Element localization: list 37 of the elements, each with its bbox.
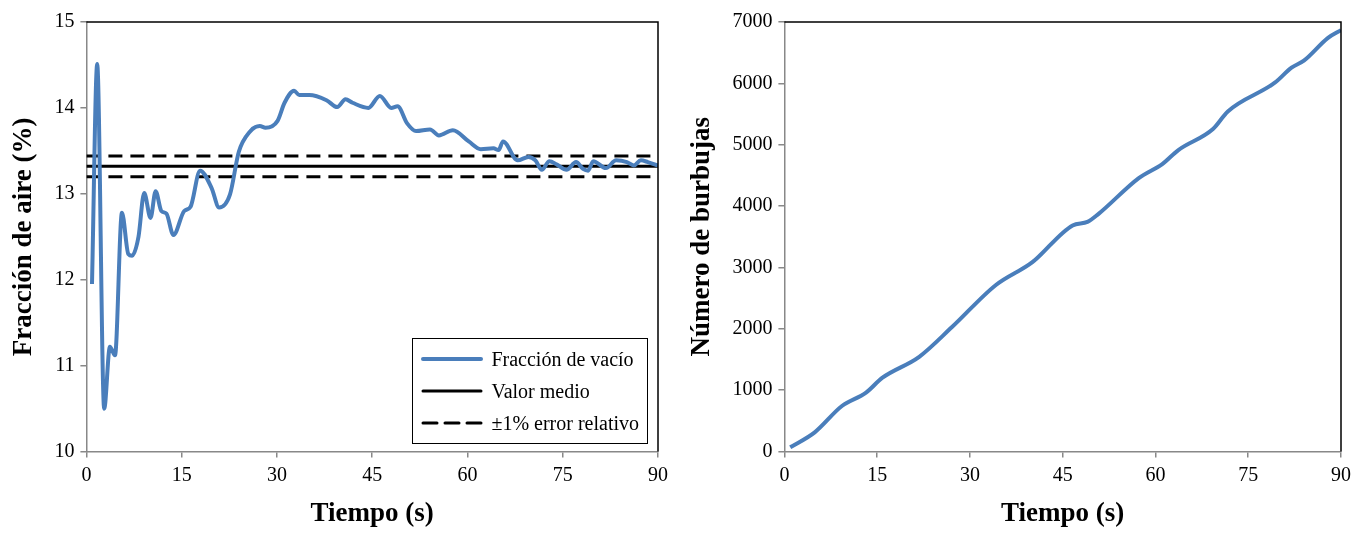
legend-label: ±1% error relativo [491,411,639,435]
y-tick-label: 10 [54,438,75,461]
x-tick-label: 45 [362,462,383,485]
y-tick-label: 2000 [732,316,773,339]
y-tick-label: 15 [54,9,75,32]
y-tick-label: 3000 [732,254,773,277]
x-tick-label: 0 [81,462,92,485]
x-tick-label: 75 [1238,462,1259,485]
x-tick-label: 30 [266,462,287,485]
y-tick-label: 7000 [732,9,773,32]
x-tick-label: 30 [959,462,980,485]
y-tick-label: 6000 [732,70,773,93]
x-tick-label: 90 [1331,462,1351,485]
y-tick-label: 12 [54,267,75,290]
x-tick-label: 60 [1145,462,1166,485]
y-tick-label: 4000 [732,193,773,216]
y-tick-label: 14 [54,95,75,118]
x-tick-label: 60 [457,462,478,485]
y-tick-label: 13 [54,181,75,204]
line-series [89,62,658,411]
line-series [788,28,1341,450]
y-tick-label: 5000 [732,131,773,154]
x-tick-label: 45 [1052,462,1073,485]
y-tick-label: 1000 [732,377,773,400]
y-tick-label: 11 [55,352,75,375]
x-tick-label: 90 [648,462,668,485]
legend-label: Fracción de vacío [491,347,634,371]
x-tick-label: 15 [867,462,888,485]
y-tick-label: 0 [762,438,773,461]
legend-label: Valor medio [491,379,590,403]
y-axis-title: Número de burbujas [685,117,716,357]
x-tick-label: 75 [552,462,573,485]
x-tick-label: 15 [171,462,192,485]
x-tick-label: 0 [779,462,790,485]
x-axis-title: Tiempo (s) [1001,496,1125,527]
x-axis-title: Tiempo (s) [310,496,434,527]
y-axis-title: Fracción de aire (%) [7,117,38,357]
